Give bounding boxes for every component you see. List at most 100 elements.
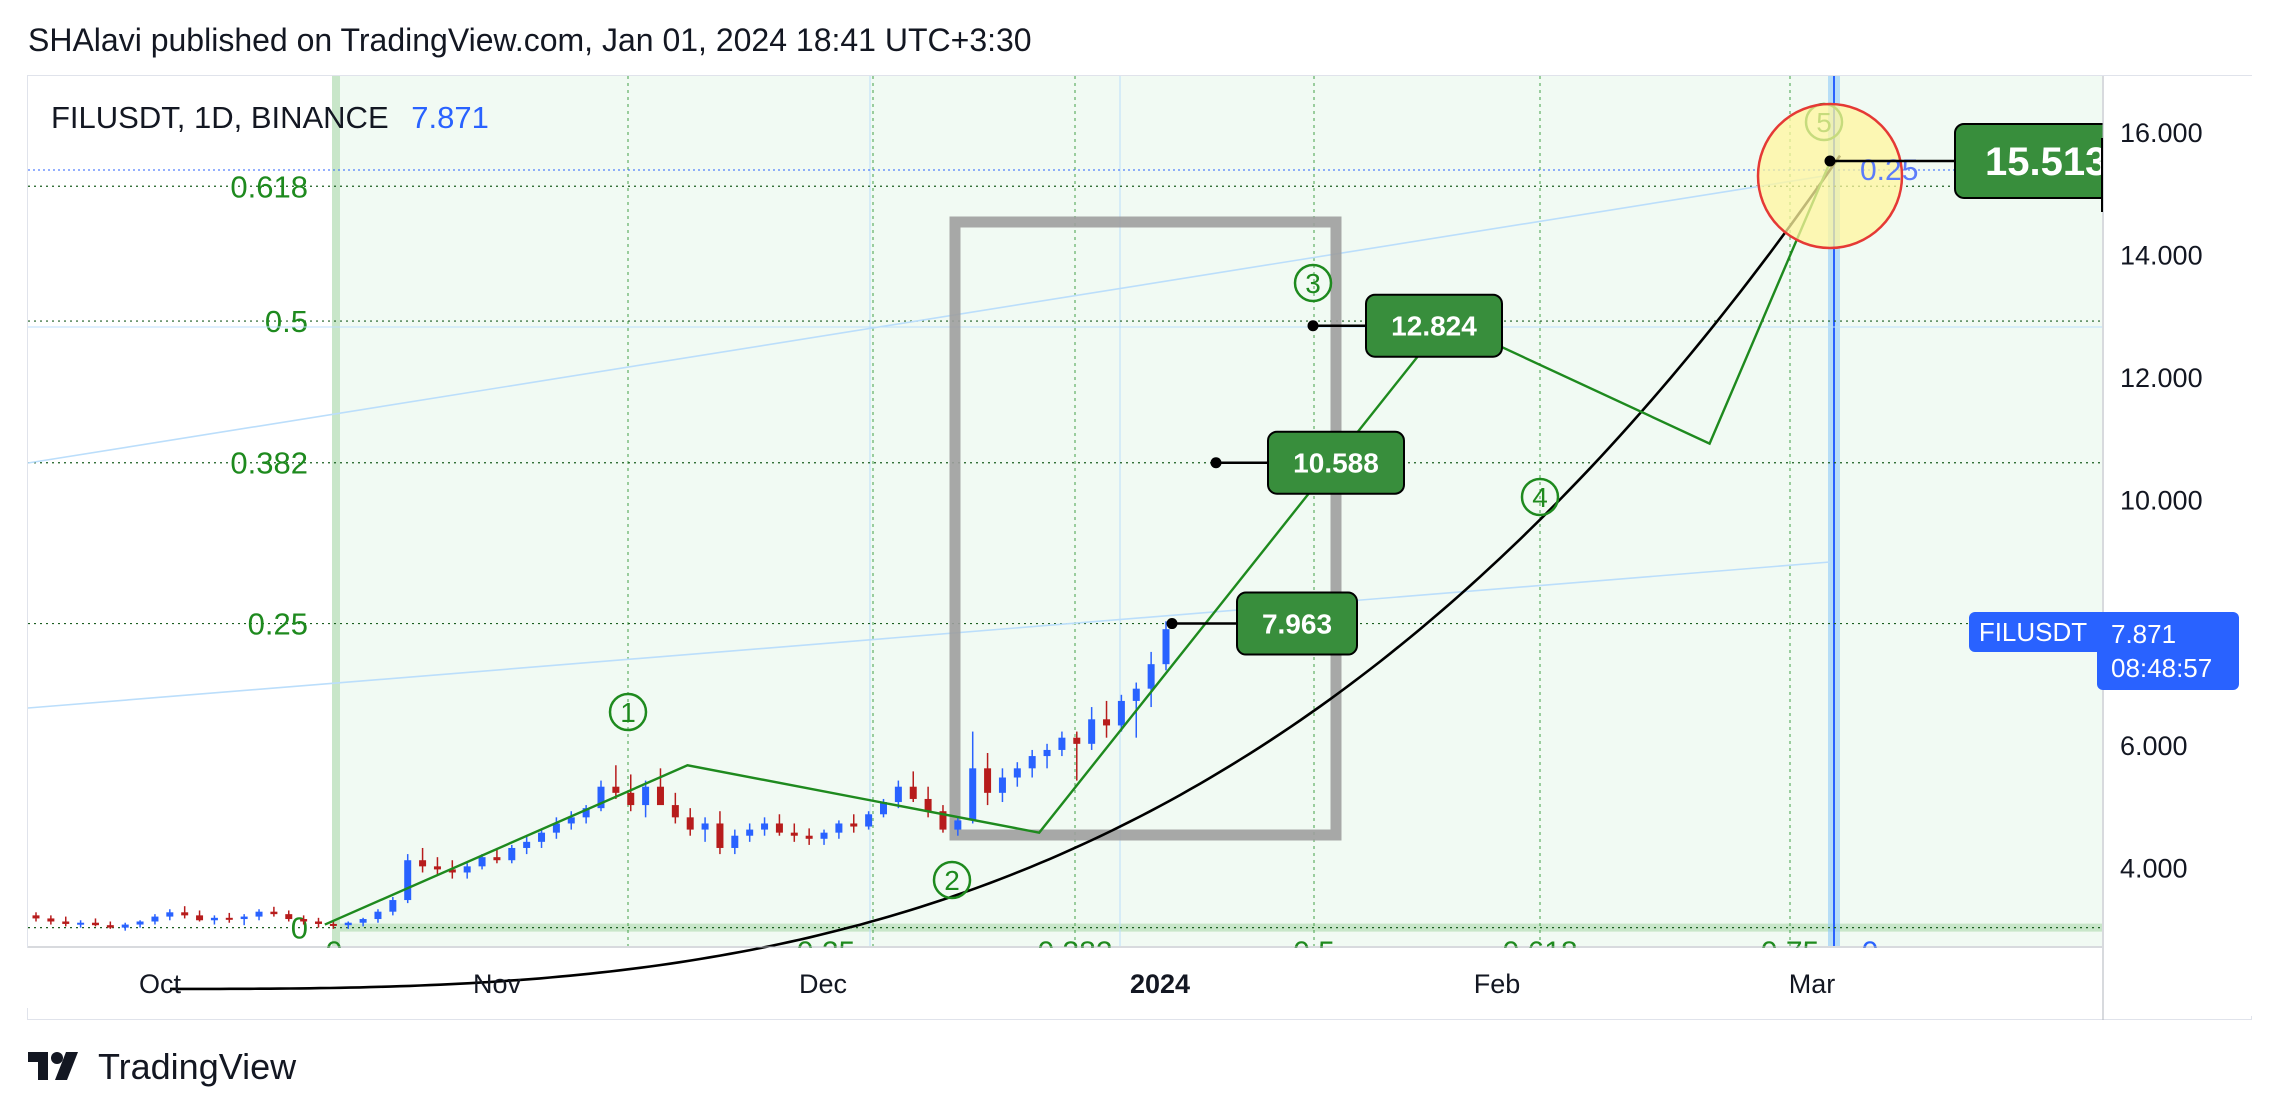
y-axis-tick: 4.000 <box>2120 853 2188 883</box>
target-point <box>1307 320 1319 332</box>
candle-body <box>210 917 218 921</box>
candle-body <box>939 811 947 830</box>
candle-body <box>151 916 159 922</box>
candle-body <box>493 857 501 861</box>
candle-body <box>315 921 322 924</box>
footer-brand: TradingView <box>98 1046 297 1087</box>
candle-body <box>1117 700 1125 726</box>
wave-label-circle <box>1520 477 1560 517</box>
candle-body <box>880 802 887 815</box>
x-axis-tick: 2024 <box>1130 969 1190 999</box>
candle-body <box>1147 664 1155 689</box>
highlight-box <box>949 216 1342 841</box>
symbol-name: FILUSDT, 1D, BINANCE <box>51 100 389 135</box>
last-price-tag: FILUSDT 7.871 08:48:57 <box>1969 612 2241 690</box>
y-axis-tick: 6.000 <box>2120 731 2188 761</box>
candle-body <box>136 921 144 925</box>
channel-upper-line <box>27 174 1831 464</box>
fib-level-label: 0.618 <box>230 169 308 204</box>
y-axis-tick: 10.000 <box>2120 486 2203 516</box>
candle-body <box>790 832 798 836</box>
parabolic-curve <box>170 154 1842 991</box>
target-circle <box>1756 102 1904 250</box>
publish-line: SHAlavi published on TradingView.com, Ja… <box>28 22 1032 58</box>
candle-body <box>716 823 724 848</box>
candle-body <box>91 922 99 926</box>
fib-level-label: 0.25 <box>248 607 308 642</box>
target-label-box <box>1365 293 1503 358</box>
candle-body <box>998 777 1006 793</box>
candle-body <box>642 786 650 806</box>
candle-body <box>552 823 560 833</box>
candle-body <box>255 911 263 917</box>
candle-body <box>924 798 932 812</box>
price-tag-countdown: 08:48:57 <box>2111 653 2213 683</box>
wave-label: 2 <box>944 865 960 896</box>
fib-level-label: 0.5 <box>265 304 308 339</box>
target-label: 12.824 <box>1391 311 1477 342</box>
target-point <box>1210 457 1222 469</box>
footer[interactable]: TradingView <box>28 1046 296 1088</box>
candle-body <box>47 918 55 922</box>
candle-body <box>32 915 40 919</box>
fib-level-label: 0.382 <box>230 446 308 481</box>
wave-label: 3 <box>1305 268 1321 299</box>
candle-body <box>1073 737 1081 744</box>
candle-body <box>196 915 204 921</box>
wave-label: 4 <box>1532 482 1548 513</box>
candle-body <box>478 857 486 867</box>
candle-body <box>671 805 679 818</box>
candle-body <box>121 924 129 928</box>
candle-body <box>404 860 412 901</box>
target-label-box <box>1236 591 1358 656</box>
candle-body <box>270 911 278 915</box>
candle-body <box>508 847 516 861</box>
candle-body <box>835 823 843 833</box>
candle-body <box>701 823 709 830</box>
candle-body <box>329 923 337 926</box>
candle-body <box>1103 719 1111 726</box>
candle-body <box>894 786 902 803</box>
x-axis-background <box>0 948 2102 1008</box>
candle-body <box>344 922 352 926</box>
wave-label: 1 <box>620 697 636 728</box>
wave-label-circle <box>1293 263 1333 303</box>
candle-body <box>1013 768 1021 778</box>
tradingview-logo-icon <box>28 1052 78 1080</box>
candle-body <box>374 911 382 920</box>
symbol-line: FILUSDT, 1D, BINANCE 7.871 <box>51 100 489 136</box>
candle-body <box>805 835 813 839</box>
y-axis-tick: 12.000 <box>2120 363 2203 393</box>
fib-zone-start-band <box>332 76 340 946</box>
candle-body <box>433 866 441 870</box>
candle-body <box>300 919 308 922</box>
channel-lower-line <box>27 561 1831 709</box>
candle-body <box>1162 629 1170 665</box>
candle-body <box>225 917 233 920</box>
candle-body <box>656 786 664 806</box>
candle-body <box>1088 719 1096 744</box>
candle-body <box>567 817 575 824</box>
candle-body <box>984 768 992 793</box>
candle-body <box>612 786 620 793</box>
price-tag-symbol: FILUSDT <box>1969 612 2097 652</box>
wave-label-circle <box>932 860 972 900</box>
candle-body <box>1028 756 1036 769</box>
candle-body <box>1132 688 1140 701</box>
candle-body <box>389 900 397 912</box>
target-label: 7.963 <box>1262 609 1332 640</box>
candle-body <box>77 922 85 925</box>
target-label-box <box>1267 430 1405 495</box>
y-axis-tick: 16.000 <box>2120 118 2203 148</box>
candle-body <box>820 832 828 839</box>
price-tag-price: 7.871 <box>2111 619 2177 649</box>
candle-body <box>106 925 114 928</box>
x-axis-tick: Oct <box>139 969 182 999</box>
fib-top-label: 0.25 <box>1860 154 1918 187</box>
candle-body <box>538 832 546 842</box>
target-label: 10.588 <box>1293 448 1379 479</box>
candle-body <box>240 916 248 920</box>
y-axis-tick: 14.000 <box>2120 241 2203 271</box>
target-label: 15.513 <box>1985 140 2107 184</box>
